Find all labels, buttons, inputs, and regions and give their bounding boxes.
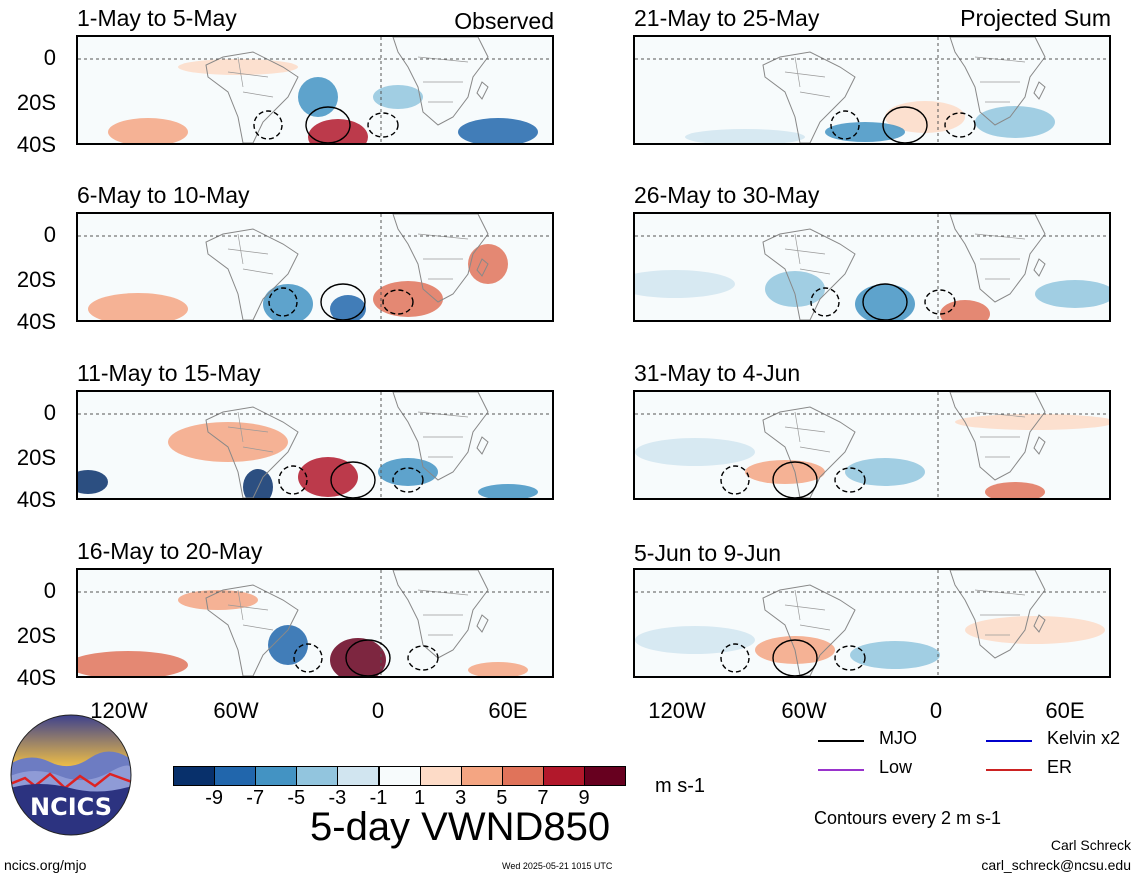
map-plot: [76, 568, 554, 678]
anomaly-map: [635, 214, 1109, 320]
colorbar-swatch: [378, 766, 421, 786]
colorbar-label: -3: [328, 787, 347, 809]
y-tick-label: 20S: [16, 445, 56, 470]
colorbar-label: 7: [537, 787, 549, 809]
map-plot: [633, 212, 1111, 322]
legend-label-mjo: MJO: [879, 728, 917, 748]
map-plot: [633, 35, 1111, 145]
panel-title: 21-May to 25-May: [634, 5, 820, 31]
x-tick-label: 60E: [488, 698, 528, 723]
y-tick-label: 40S: [16, 487, 56, 512]
colorbar-label: -9: [205, 787, 223, 809]
main-title: 5-day VWND850: [310, 805, 611, 849]
x-tick-label: 60W: [213, 698, 259, 723]
colorbar-swatch: [296, 766, 339, 786]
legend-swatch-kelvin: [986, 740, 1032, 742]
colorbar-label: 9: [578, 787, 590, 809]
y-tick-label: 20S: [16, 267, 56, 292]
y-tick-label: 0: [43, 578, 56, 603]
colorbar-swatch: [542, 766, 585, 786]
legend-swatch-low: [818, 769, 864, 771]
logo-text: NCICS: [30, 793, 112, 821]
colorbar-label: -7: [246, 787, 265, 809]
x-tick-label: 0: [929, 698, 943, 723]
y-tick-label: 20S: [16, 90, 56, 115]
legend-label-kelvin: Kelvin x2: [1047, 728, 1121, 748]
panel-title: 11-May to 15-May: [77, 360, 261, 386]
colorbar-units: m s-1: [655, 775, 705, 797]
x-tick-label: 60E: [1045, 698, 1085, 723]
x-tick-label: 120W: [648, 698, 706, 723]
panel-title: 26-May to 30-May: [634, 182, 820, 208]
y-tick-label: 40S: [16, 665, 56, 690]
colorbar-label: 1: [414, 787, 426, 809]
colorbar-label: -5: [287, 787, 306, 809]
author-email: carl_schreck@ncsu.edu: [981, 857, 1131, 873]
panel-tag-projected: Projected Sum: [960, 5, 1111, 31]
colorbar-swatch: [419, 766, 462, 786]
y-tick-label: 0: [43, 222, 56, 247]
map-plot: [76, 390, 554, 500]
legend-swatch-er: [986, 769, 1032, 771]
y-tick-label: 20S: [16, 623, 56, 648]
colorbar-swatch: [584, 766, 627, 786]
anomaly-map: [78, 214, 552, 320]
map-plot: [633, 390, 1111, 500]
y-tick-label: 40S: [16, 132, 56, 157]
anomaly-map: [635, 392, 1109, 498]
colorbar-swatch: [460, 766, 503, 786]
y-tick-label: 0: [43, 45, 56, 70]
x-tick-label: 0: [371, 698, 385, 723]
legend-swatch-mjo: [818, 740, 864, 742]
panel-title: 6-May to 10-May: [77, 182, 250, 208]
contour-note: Contours every 2 m s-1: [814, 808, 1002, 828]
anomaly-map: [635, 37, 1109, 143]
panel-tag-observed: Observed: [454, 8, 554, 34]
panel-title: 1-May to 5-May: [77, 5, 237, 31]
footer-timestamp: Wed 2025-05-21 1015 UTC: [502, 861, 613, 871]
anomaly-map: [635, 570, 1109, 676]
footer-url: ncics.org/mjo: [4, 857, 87, 873]
colorbar-label: -1: [369, 787, 388, 809]
legend-label-er: ER: [1047, 757, 1073, 777]
colorbar-swatch: [337, 766, 380, 786]
anomaly-map: [78, 570, 552, 676]
author-name: Carl Schreck: [1050, 837, 1131, 853]
legend-label-low: Low: [879, 757, 913, 777]
anomaly-map: [78, 37, 552, 143]
colorbar-swatch: [255, 766, 298, 786]
colorbar-label: 3: [455, 787, 467, 809]
y-tick-label: 0: [43, 400, 56, 425]
map-plot: [76, 212, 554, 322]
ncics-logo: NCICS: [10, 714, 132, 836]
x-tick-label: 120W: [90, 698, 148, 723]
panel-title: 5-Jun to 9-Jun: [634, 540, 782, 566]
map-plot: [633, 568, 1111, 678]
colorbar-swatch: [214, 766, 257, 786]
anomaly-map: [78, 392, 552, 498]
colorbar-label: 5: [496, 787, 508, 809]
panel-title: 31-May to 4-Jun: [634, 360, 801, 386]
y-tick-label: 40S: [16, 309, 56, 334]
x-tick-label: 60W: [781, 698, 827, 723]
colorbar-swatch: [173, 766, 216, 786]
map-plot: [76, 35, 554, 145]
colorbar-swatch: [501, 766, 544, 786]
panel-title: 16-May to 20-May: [77, 538, 263, 564]
